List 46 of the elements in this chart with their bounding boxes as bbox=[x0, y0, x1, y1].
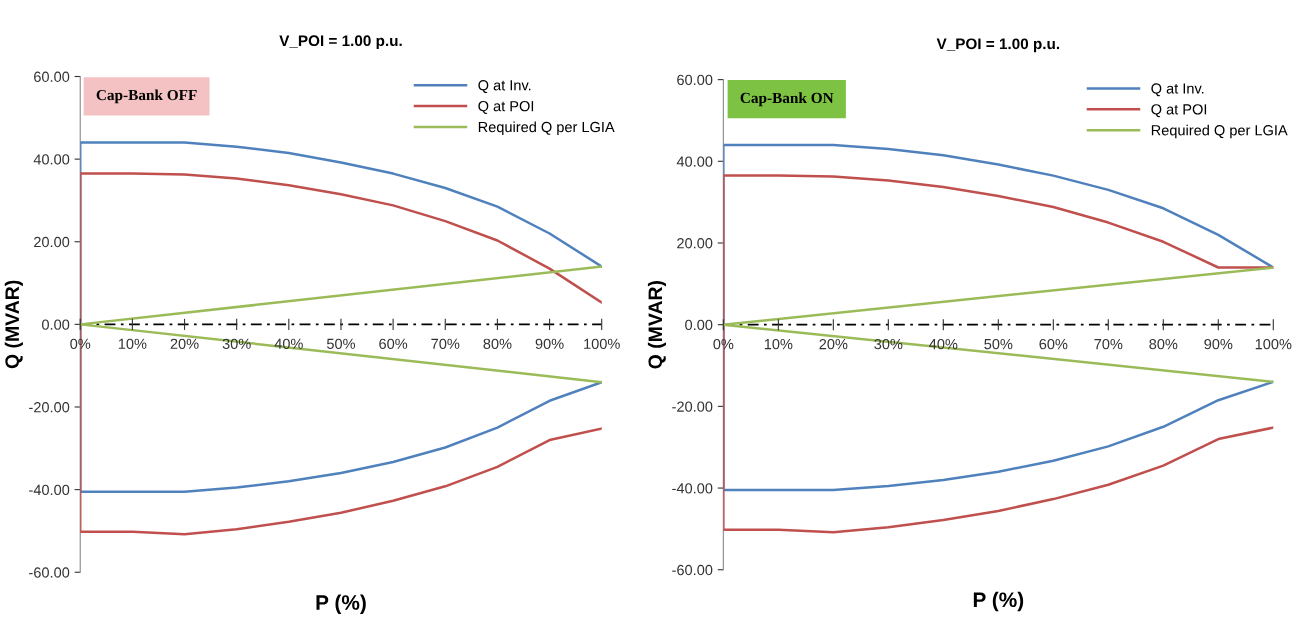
x-tick-label: 70% bbox=[1094, 338, 1123, 350]
y-tick-label: -60.00 bbox=[29, 567, 70, 578]
y-tick-label: -40.00 bbox=[29, 484, 70, 496]
x-tick-label: 100% bbox=[1255, 338, 1292, 350]
y-tick-label: -40.00 bbox=[672, 483, 713, 494]
x-tick-label: 60% bbox=[1039, 338, 1068, 350]
y-axis-title: Q (MVAR) bbox=[4, 280, 23, 369]
y-axis-title: Q (MVAR) bbox=[647, 281, 667, 369]
x-tick-label: 10% bbox=[118, 338, 147, 349]
x-tick-label: 50% bbox=[326, 338, 356, 349]
x-tick-label: 60% bbox=[379, 338, 408, 349]
legend-label: Q at POI bbox=[478, 100, 534, 114]
y-tick-label: 20.00 bbox=[677, 238, 713, 249]
y-tick-label: 40.00 bbox=[33, 154, 70, 165]
legend-label: Q at Inv. bbox=[1151, 83, 1204, 97]
x-tick-label: 40% bbox=[274, 338, 303, 349]
x-tick-label: 80% bbox=[483, 338, 512, 349]
x-axis-title: P (%) bbox=[973, 591, 1024, 612]
y-tick-label: 60.00 bbox=[34, 71, 70, 82]
y-tick-label: -60.00 bbox=[672, 564, 713, 576]
y-tick-label: 0.00 bbox=[685, 319, 713, 331]
x-tick-label: 20% bbox=[170, 338, 199, 349]
x-tick-label: 10% bbox=[764, 338, 793, 350]
annotation: Cap-Bank ON bbox=[740, 92, 834, 107]
x-tick-label: 50% bbox=[984, 338, 1013, 350]
legend-label: Q at POI bbox=[1151, 104, 1207, 118]
x-tick-label: 20% bbox=[819, 338, 848, 350]
y-tick-label: -20.00 bbox=[672, 401, 713, 412]
legend-label: Required Q per LGIA bbox=[478, 121, 615, 136]
x-tick-label: 80% bbox=[1149, 338, 1178, 350]
x-tick-label: 90% bbox=[535, 338, 564, 349]
y-tick-label: -20.00 bbox=[29, 402, 70, 413]
x-axis-title: P (%) bbox=[316, 594, 366, 614]
y-tick-label: 0.00 bbox=[42, 319, 70, 330]
y-tick-label: 60.00 bbox=[677, 74, 713, 86]
x-tick-label: 40% bbox=[929, 338, 958, 350]
chart-title: V_POI = 1.00 p.u. bbox=[936, 38, 1060, 53]
x-tick-label: 100% bbox=[584, 338, 620, 349]
annotation: Cap-Bank OFF bbox=[96, 89, 197, 104]
x-tick-label: 90% bbox=[1204, 338, 1233, 350]
x-tick-label: 70% bbox=[431, 338, 460, 349]
legend-label: Required Q per LGIA bbox=[1151, 124, 1288, 139]
y-tick-label: 20.00 bbox=[34, 236, 70, 248]
legend-label: Q at Inv. bbox=[478, 80, 531, 94]
chart-title: V_POI = 1.00 p.u. bbox=[279, 35, 402, 50]
y-tick-label: 40.00 bbox=[676, 156, 713, 167]
